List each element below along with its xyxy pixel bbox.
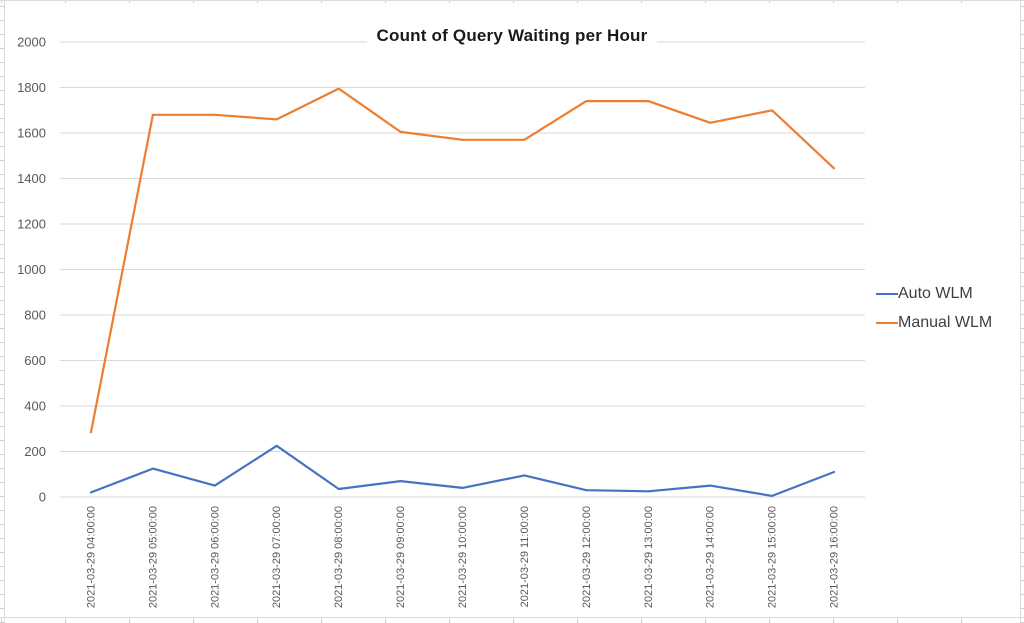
- y-tick-label: 2000: [17, 35, 46, 50]
- sheet-row-ticks-left: [0, 6, 4, 623]
- sheet-column-ticks-bottom: [1, 618, 1024, 623]
- legend-item-auto-wlm[interactable]: Auto WLM: [876, 285, 992, 303]
- y-tick-label: 1000: [17, 262, 46, 277]
- legend-line-marker-manual-wlm: [876, 321, 898, 325]
- x-tick-label: 2021-03-29 10:00:00: [457, 506, 469, 608]
- y-tick-label: 1200: [17, 217, 46, 232]
- y-tick-label: 1600: [17, 126, 46, 141]
- series-line-auto-wlm[interactable]: [89, 444, 836, 497]
- y-tick-label: 800: [24, 308, 46, 323]
- y-tick-label: 200: [24, 444, 46, 459]
- y-tick-label: 0: [39, 490, 46, 505]
- x-tick-label: 2021-03-29 05:00:00: [147, 506, 159, 608]
- x-tick-label: 2021-03-29 13:00:00: [643, 506, 655, 608]
- legend-label: Auto WLM: [898, 285, 973, 302]
- sheet-gridline-bottom: [0, 617, 1024, 618]
- x-tick-label: 2021-03-29 07:00:00: [271, 506, 283, 608]
- x-tick-label: 2021-03-29 11:00:00: [519, 506, 531, 607]
- sheet-row-ticks-right: [1021, 6, 1024, 623]
- x-tick-label: 2021-03-29 06:00:00: [209, 506, 221, 608]
- sheet-column-ticks-top: [1, 1, 1024, 3]
- legend-label: Manual WLM: [898, 314, 993, 331]
- chart-legend: Auto WLM Manual WLM: [876, 285, 992, 332]
- x-tick-label: 2021-03-29 15:00:00: [767, 506, 779, 608]
- sheet-gridline-left: [4, 0, 5, 623]
- series-line-manual-wlm[interactable]: [89, 87, 836, 434]
- x-tick-label: 2021-03-29 14:00:00: [705, 506, 717, 608]
- sheet-gridline-top: [0, 0, 1024, 1]
- x-tick-label: 2021-03-29 12:00:00: [581, 506, 593, 608]
- y-tick-label: 600: [24, 353, 46, 368]
- x-tick-label: 2021-03-29 16:00:00: [829, 506, 841, 608]
- sheet-gridline-right: [1020, 0, 1021, 623]
- y-tick-label: 1800: [17, 80, 46, 95]
- x-tick-label: 2021-03-29 09:00:00: [395, 506, 407, 608]
- y-tick-label: 400: [24, 399, 46, 414]
- legend-item-manual-wlm[interactable]: Manual WLM: [876, 314, 992, 332]
- x-tick-label: 2021-03-29 08:00:00: [333, 506, 345, 608]
- legend-line-marker-auto-wlm: [876, 292, 898, 296]
- x-tick-label: 2021-03-29 04:00:00: [85, 506, 97, 608]
- y-tick-label: 1400: [17, 171, 46, 186]
